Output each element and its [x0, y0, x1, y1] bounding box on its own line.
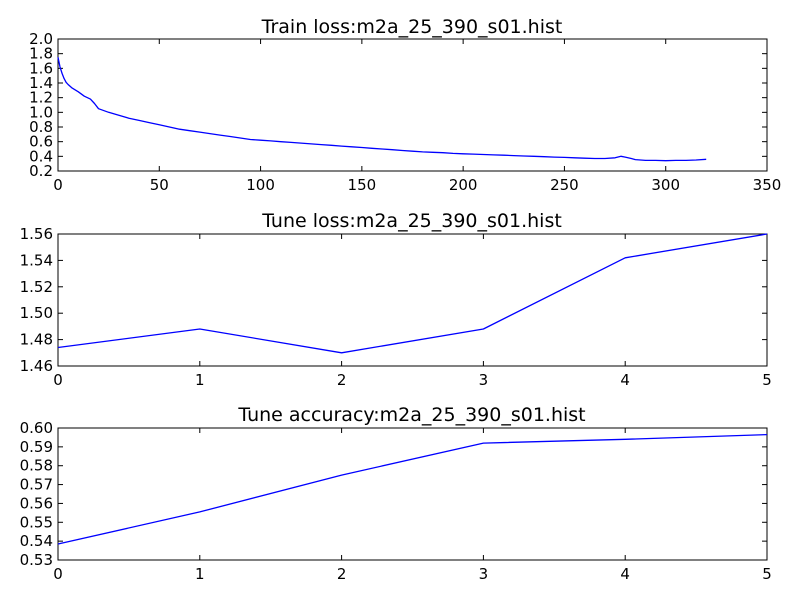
y-tick-label: 0.53 — [20, 551, 53, 569]
chart-title: Tune accuracy:m2a_25_390_s01.hist — [237, 404, 585, 426]
y-tick-label: 1.52 — [20, 278, 53, 296]
tune-accuracy-chart: Tune accuracy:m2a_25_390_s01.hist 0 1 2 3 4 5… — [20, 404, 772, 583]
x-tick-label: 0 — [53, 176, 63, 194]
y-axis: 0.20.40.60.81.01.21.41.61.82.0 — [29, 30, 53, 180]
y-axis: 1.46 1.48 1.50 1.52 1.54 1.56 — [20, 225, 53, 375]
x-axis: 0 1 2 3 4 5 — [53, 371, 772, 389]
y-axis: 0.530.540.550.560.570.580.590.60 — [20, 419, 53, 569]
x-tick-label: 0 — [53, 371, 63, 389]
tick-marks — [57, 38, 768, 172]
y-tick-label: 1.0 — [29, 103, 53, 121]
x-tick-label: 5 — [762, 565, 772, 583]
x-tick-label: 150 — [348, 176, 377, 194]
x-tick-label: 100 — [246, 176, 275, 194]
x-tick-label: 2 — [337, 371, 347, 389]
plot-area — [57, 233, 768, 367]
x-tick-label: 4 — [620, 565, 630, 583]
y-tick-label: 1.46 — [20, 357, 53, 375]
y-tick-label: 0.8 — [29, 118, 53, 136]
y-tick-label: 0.56 — [20, 494, 53, 512]
series-group — [57, 57, 707, 162]
tick-marks — [57, 427, 768, 561]
y-tick-label: 0.6 — [29, 133, 53, 151]
train-loss-chart: Train loss:m2a_25_390_s01.hist 0 50 100 150… — [29, 16, 781, 194]
x-tick-label: 5 — [762, 371, 772, 389]
y-tick-label: 1.4 — [29, 74, 53, 92]
y-tick-label: 1.54 — [20, 251, 53, 269]
series-line — [57, 433, 768, 545]
series-group — [57, 233, 768, 354]
x-tick-label: 350 — [753, 176, 782, 194]
x-tick-label: 1 — [195, 371, 205, 389]
series-line — [57, 233, 768, 354]
y-tick-label: 0.57 — [20, 476, 53, 494]
x-tick-label: 250 — [550, 176, 579, 194]
x-tick-label: 200 — [449, 176, 478, 194]
y-tick-label: 0.4 — [29, 147, 53, 165]
y-tick-label: 1.8 — [29, 45, 53, 63]
plot-area — [57, 38, 768, 172]
chart-title: Train loss:m2a_25_390_s01.hist — [261, 16, 563, 38]
y-tick-label: 2.0 — [29, 30, 53, 48]
x-tick-label: 2 — [337, 565, 347, 583]
tick-marks — [57, 233, 768, 367]
series-line — [57, 57, 707, 162]
x-tick-label: 3 — [479, 565, 489, 583]
x-tick-label: 1 — [195, 565, 205, 583]
y-tick-label: 0.58 — [20, 457, 53, 475]
x-tick-label: 50 — [150, 176, 169, 194]
y-tick-label: 0.2 — [29, 162, 53, 180]
y-tick-label: 0.55 — [20, 513, 53, 531]
x-axis: 0 1 2 3 4 5 — [53, 565, 772, 583]
x-axis: 0 50 100 150 200 250 300 350 — [53, 176, 781, 194]
y-tick-label: 1.48 — [20, 331, 53, 349]
x-tick-label: 3 — [479, 371, 489, 389]
y-tick-label: 1.56 — [20, 225, 53, 243]
x-tick-label: 4 — [620, 371, 630, 389]
y-tick-label: 0.59 — [20, 438, 53, 456]
chart-title: Tune loss:m2a_25_390_s01.hist — [261, 210, 562, 232]
y-tick-label: 0.60 — [20, 419, 53, 437]
x-tick-label: 300 — [651, 176, 680, 194]
plot-area — [57, 427, 768, 561]
y-tick-label: 1.6 — [29, 59, 53, 77]
y-tick-label: 0.54 — [20, 532, 53, 550]
y-tick-label: 1.50 — [20, 304, 53, 322]
y-tick-label: 1.2 — [29, 89, 53, 107]
series-group — [57, 433, 768, 545]
x-tick-label: 0 — [53, 565, 63, 583]
tune-loss-chart: Tune loss:m2a_25_390_s01.hist 0 1 2 3 4 5 1.4… — [20, 210, 772, 389]
